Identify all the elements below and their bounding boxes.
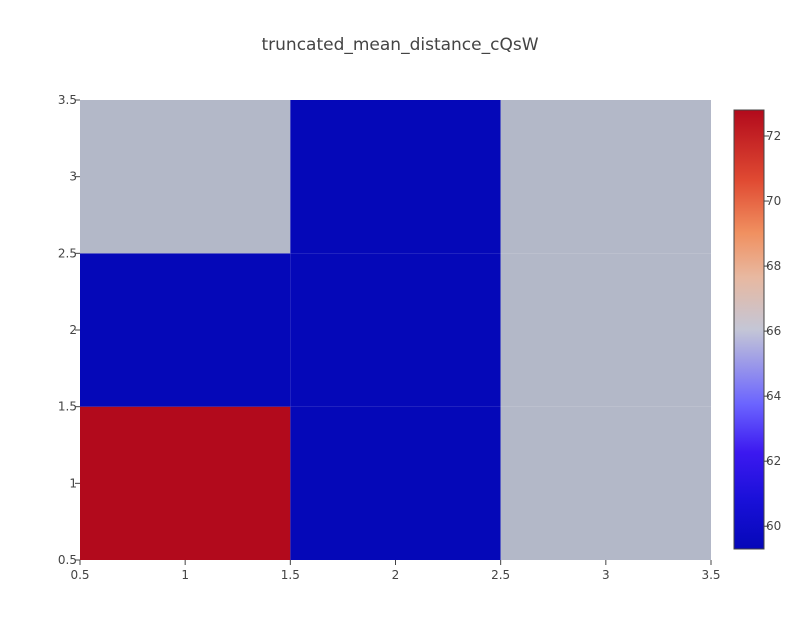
colorbar-tick-label: 72: [766, 129, 781, 143]
y-axis: 0.5 1 1.5 2 2.5 3 3.5: [58, 93, 80, 567]
y-tick-label: 2: [69, 323, 77, 337]
heatmap-cell-x3-y1: [500, 406, 711, 560]
x-tick-label: 3.5: [701, 568, 720, 582]
heatmap-cell-x2-y2: [290, 253, 501, 407]
x-tick-label: 3: [602, 568, 610, 582]
x-tick-label: 2: [392, 568, 400, 582]
heatmap-cell-x1-y2: [80, 253, 291, 407]
x-tick-label: 1: [181, 568, 189, 582]
colorbar-tick-label: 64: [766, 389, 781, 403]
x-tick-label: 2.5: [491, 568, 510, 582]
heatmap-cell-x3-y2: [500, 253, 711, 407]
y-tick-label: 2.5: [58, 246, 77, 260]
heatmap-cell-x1-y3: [80, 100, 291, 254]
colorbar-gradient: [733, 109, 765, 550]
heatmap-cells: [80, 100, 711, 560]
y-tick-label: 3: [69, 170, 77, 184]
colorbar-tick-label: 62: [766, 454, 781, 468]
x-axis: 0.5 1 1.5 2 2.5 3 3.5: [70, 560, 721, 582]
colorbar-tick-label: 68: [766, 259, 781, 273]
colorbar-tick-label: 66: [766, 324, 781, 338]
colorbar-tick-label: 60: [766, 519, 781, 533]
heatmap-cell-x3-y3: [500, 100, 711, 254]
heatmap-cell-x2-y3: [290, 100, 501, 254]
heatmap-cell-x2-y1: [290, 406, 501, 560]
chart-title: truncated_mean_distance_cQsW: [261, 35, 538, 55]
colorbar: 60 62 64 66 68 70 72: [733, 109, 781, 550]
y-tick-label: 3.5: [58, 93, 77, 107]
y-tick-label: 1: [69, 476, 77, 490]
y-tick-label: 1.5: [58, 400, 77, 414]
heatmap-cell-x1-y1: [80, 406, 291, 560]
colorbar-tick-label: 70: [766, 194, 781, 208]
x-tick-label: 0.5: [70, 568, 89, 582]
x-tick-label: 1.5: [281, 568, 300, 582]
y-tick-label: 0.5: [58, 553, 77, 567]
